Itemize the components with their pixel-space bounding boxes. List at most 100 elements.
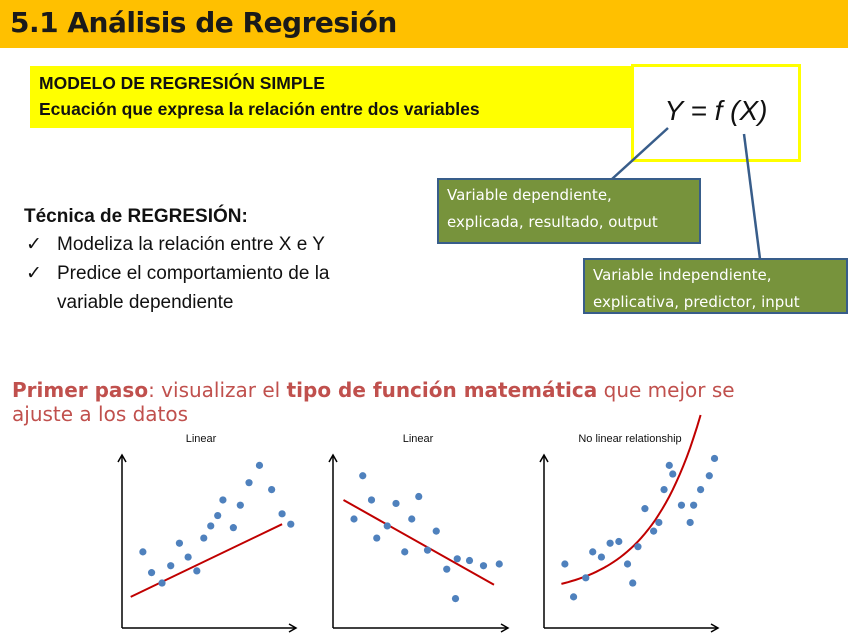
page-title: 5.1 Análisis de Regresión <box>10 6 397 39</box>
data-point <box>219 496 227 504</box>
checkmark-icon: ✓ <box>26 263 42 284</box>
data-point <box>236 501 244 509</box>
data-point <box>287 520 295 528</box>
data-point <box>392 499 400 508</box>
data-point <box>359 472 367 480</box>
data-point <box>268 486 276 494</box>
data-point <box>629 579 637 587</box>
data-point <box>432 527 440 535</box>
data-point <box>278 510 286 518</box>
connector-dependent <box>611 127 669 180</box>
data-point <box>207 522 215 530</box>
data-point <box>479 562 488 570</box>
data-point <box>415 492 423 501</box>
data-point <box>606 539 614 547</box>
data-point <box>465 556 474 565</box>
data-point <box>665 461 673 469</box>
data-point <box>175 539 184 547</box>
connector-independent <box>742 133 762 260</box>
dependent-callout-line1: Variable dependiente, <box>447 186 612 204</box>
y-axis-arrow-icon <box>539 453 549 463</box>
data-point <box>255 461 264 469</box>
chart-title-linear-1: Linear <box>185 433 217 445</box>
data-point <box>705 472 713 480</box>
first-step-text-c: ajuste a los datos <box>12 402 189 426</box>
technique-item: ✓ Predice el comportamiento de la variab… <box>24 259 329 317</box>
data-point <box>158 579 166 587</box>
model-box: MODELO DE REGRESIÓN SIMPLE Ecuación que … <box>30 66 645 128</box>
data-point <box>139 548 147 556</box>
data-point <box>245 479 253 487</box>
data-point <box>569 593 578 601</box>
data-point <box>641 505 649 513</box>
dependent-variable-callout: Variable dependiente, explicada, resulta… <box>437 178 701 244</box>
y-axis-arrow-icon <box>117 453 127 463</box>
data-point <box>697 486 705 494</box>
technique-title: Técnica de REGRESIÓN: <box>24 206 248 227</box>
data-point <box>495 560 503 568</box>
data-point <box>686 518 694 527</box>
data-point <box>655 518 663 527</box>
first-step-text-b: que mejor se <box>597 378 735 402</box>
technique-item-text: Modeliza la relación entre X e Y <box>57 234 325 255</box>
x-axis-arrow-icon <box>288 623 298 633</box>
data-point <box>367 496 376 504</box>
title-bar: 5.1 Análisis de Regresión <box>0 0 848 48</box>
data-point <box>453 555 461 563</box>
data-point <box>401 548 409 556</box>
trend-line <box>130 523 283 598</box>
data-point <box>423 546 432 554</box>
trend-line <box>343 499 495 586</box>
data-point <box>677 501 686 509</box>
data-point <box>184 553 192 561</box>
data-point <box>350 515 358 523</box>
dependent-callout-line2: explicada, resultado, output <box>447 213 658 231</box>
checkmark-icon: ✓ <box>26 234 42 255</box>
data-point <box>589 548 597 556</box>
first-step-label: Primer paso <box>12 378 149 402</box>
data-point <box>634 543 642 551</box>
data-point <box>597 553 606 561</box>
model-box-heading: MODELO DE REGRESIÓN SIMPLE <box>39 73 325 93</box>
data-point <box>451 594 460 603</box>
data-point <box>669 470 677 478</box>
x-axis-arrow-icon <box>500 623 510 633</box>
data-point <box>214 511 222 520</box>
technique-list: Técnica de REGRESIÓN: ✓ Modeliza la rela… <box>24 206 329 317</box>
chart-title-nonlinear: No linear relationship <box>578 433 682 445</box>
model-box-subheading: Ecuación que expresa la relación entre d… <box>39 99 480 119</box>
data-point <box>650 527 658 535</box>
independent-callout-line1: Variable independiente, <box>593 266 772 284</box>
data-point <box>615 537 623 546</box>
technique-item-text: Predice el comportamiento de la <box>57 263 330 284</box>
data-point <box>582 574 590 582</box>
x-axis-arrow-icon <box>710 623 720 633</box>
data-point <box>443 565 451 573</box>
first-step-text: Primer paso: visualizar el tipo de funci… <box>12 378 812 426</box>
y-axis-arrow-icon <box>328 453 338 463</box>
first-step-emphasis: tipo de función matemática <box>286 378 598 402</box>
data-point <box>200 534 208 542</box>
data-point <box>623 560 632 568</box>
data-point <box>408 515 416 523</box>
data-point <box>147 569 156 577</box>
data-point <box>561 560 569 568</box>
chart-title-linear-2: Linear <box>402 433 434 445</box>
equation: Y = f (X) <box>664 95 768 126</box>
data-point <box>193 567 201 575</box>
data-point <box>710 454 719 463</box>
trend-curve <box>561 414 702 585</box>
data-point <box>373 534 381 542</box>
independent-variable-callout: Variable independiente, explicativa, pre… <box>583 258 848 314</box>
data-point <box>167 562 175 570</box>
data-point <box>690 501 698 509</box>
data-point <box>660 486 668 494</box>
equation-box: Y = f (X) <box>631 64 801 162</box>
technique-item: ✓ Modeliza la relación entre X e Y <box>24 230 329 259</box>
technique-item-text: variable dependiente <box>57 292 234 313</box>
data-point <box>383 522 391 530</box>
data-point <box>229 524 237 532</box>
independent-callout-line2: explicativa, predictor, input <box>593 293 800 311</box>
